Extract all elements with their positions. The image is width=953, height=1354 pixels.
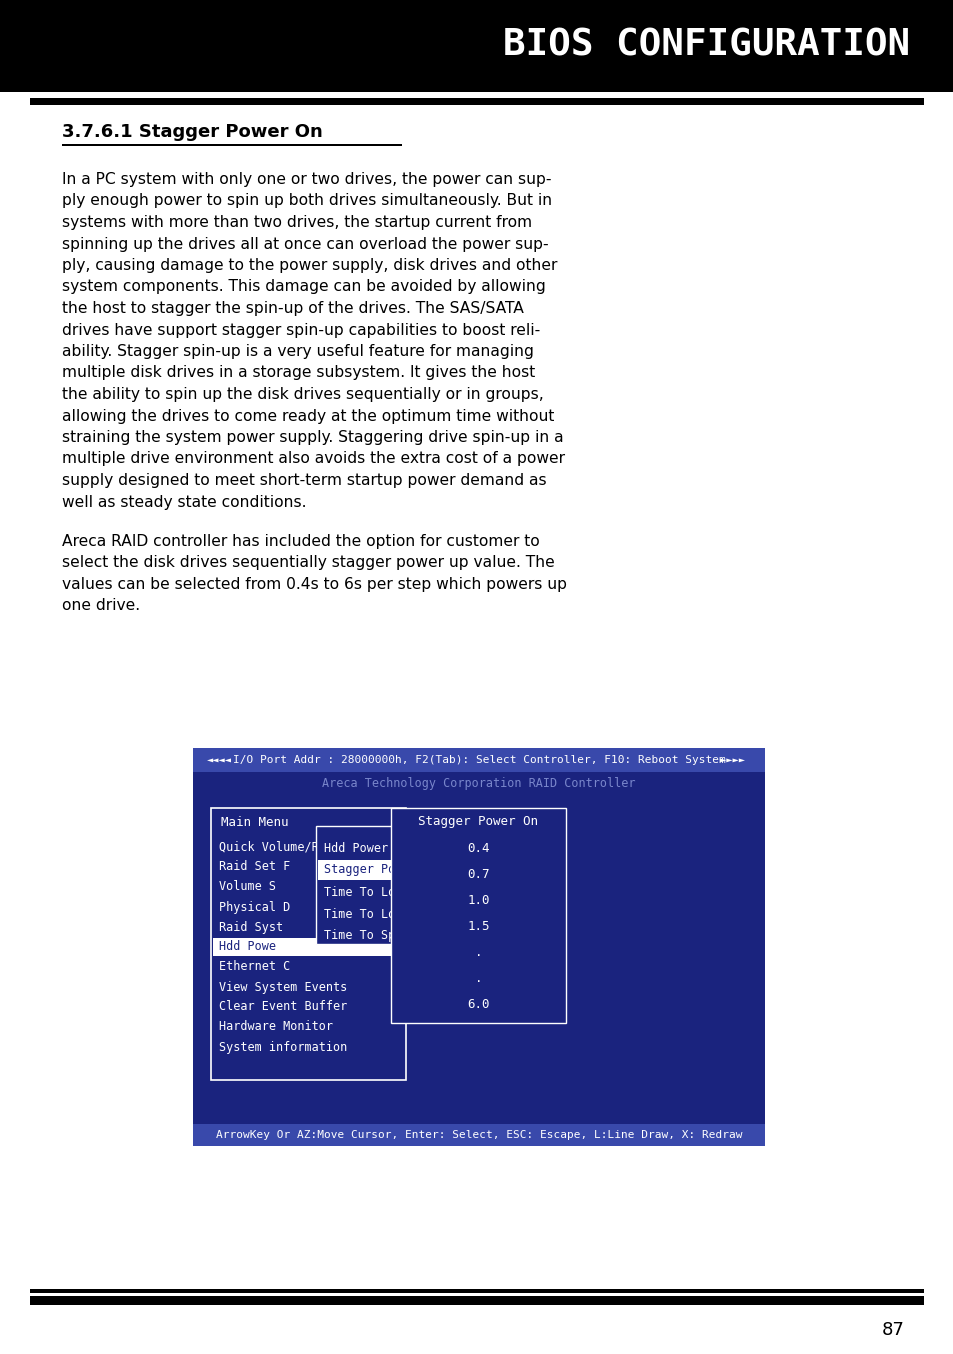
- Bar: [317, 860, 472, 880]
- Text: 87: 87: [882, 1322, 904, 1339]
- Text: Areca Technology Corporation RAID Controller: Areca Technology Corporation RAID Contro…: [322, 776, 635, 789]
- Text: drives have support stagger spin-up capabilities to boost reli-: drives have support stagger spin-up capa…: [62, 322, 539, 337]
- Text: system components. This damage can be avoided by allowing: system components. This damage can be av…: [62, 279, 545, 295]
- Bar: [193, 792, 764, 1145]
- Text: Time To Sp: Time To Sp: [324, 929, 395, 942]
- Text: the ability to spin up the disk drives sequentially or in groups,: the ability to spin up the disk drives s…: [62, 387, 543, 402]
- Text: .: .: [475, 972, 482, 984]
- Bar: [193, 772, 764, 792]
- Text: Main Menu: Main Menu: [221, 815, 288, 829]
- Text: ply, causing damage to the power supply, disk drives and other: ply, causing damage to the power supply,…: [62, 259, 557, 274]
- Bar: [30, 1289, 923, 1293]
- Text: Physical D: Physical D: [219, 900, 290, 914]
- Text: Areca RAID controller has included the option for customer to: Areca RAID controller has included the o…: [62, 533, 539, 548]
- Text: View System Events: View System Events: [219, 980, 347, 994]
- Text: Stagger Pow: Stagger Pow: [324, 864, 402, 876]
- Text: 0.4: 0.4: [467, 841, 489, 854]
- Text: Hdd Power: Hdd Power: [324, 841, 388, 854]
- Text: 1.5: 1.5: [467, 919, 489, 933]
- Text: BIOS CONFIGURATION: BIOS CONFIGURATION: [502, 28, 909, 64]
- Text: ply enough power to spin up both drives simultaneously. But in: ply enough power to spin up both drives …: [62, 194, 552, 209]
- Text: 3.7.6.1 Stagger Power On: 3.7.6.1 Stagger Power On: [62, 123, 322, 141]
- Text: In a PC system with only one or two drives, the power can sup-: In a PC system with only one or two driv…: [62, 172, 551, 187]
- Text: ability. Stagger spin-up is a very useful feature for managing: ability. Stagger spin-up is a very usefu…: [62, 344, 534, 359]
- Text: System information: System information: [219, 1040, 347, 1053]
- Text: Clear Event Buffer: Clear Event Buffer: [219, 1001, 347, 1014]
- Text: Ethernet C: Ethernet C: [219, 960, 290, 974]
- Text: supply designed to meet short-term startup power demand as: supply designed to meet short-term start…: [62, 473, 546, 487]
- Text: .: .: [475, 945, 482, 959]
- Text: spinning up the drives all at once can overload the power sup-: spinning up the drives all at once can o…: [62, 237, 548, 252]
- Bar: [0, 0, 953, 92]
- Text: ►►►►: ►►►►: [719, 756, 750, 765]
- Bar: [391, 808, 565, 1024]
- Text: Stagger Power On: Stagger Power On: [418, 815, 537, 827]
- Bar: [213, 938, 403, 956]
- Text: allowing the drives to come ready at the optimum time without: allowing the drives to come ready at the…: [62, 409, 554, 424]
- Text: Time To Lou: Time To Lou: [324, 886, 402, 899]
- Text: Hdd Powe: Hdd Powe: [219, 941, 275, 953]
- Text: straining the system power supply. Staggering drive spin-up in a: straining the system power supply. Stagg…: [62, 431, 563, 445]
- Text: well as steady state conditions.: well as steady state conditions.: [62, 494, 306, 509]
- Bar: [193, 1124, 764, 1145]
- Text: Volume S: Volume S: [219, 880, 275, 894]
- Text: systems with more than two drives, the startup current from: systems with more than two drives, the s…: [62, 215, 532, 230]
- Bar: [30, 97, 923, 106]
- Text: 0.7: 0.7: [467, 868, 489, 880]
- Text: Raid Syst: Raid Syst: [219, 921, 283, 933]
- Text: ArrowKey Or AZ:Move Cursor, Enter: Select, ESC: Escape, L:Line Draw, X: Redraw: ArrowKey Or AZ:Move Cursor, Enter: Selec…: [215, 1131, 741, 1140]
- Text: 1.0: 1.0: [467, 894, 489, 906]
- Text: Hardware Monitor: Hardware Monitor: [219, 1021, 333, 1033]
- Text: I/O Port Addr : 28000000h, F2(Tab): Select Controller, F10: Reboot System: I/O Port Addr : 28000000h, F2(Tab): Sele…: [233, 756, 724, 765]
- Text: Quick Volume/Raid Setu: Quick Volume/Raid Setu: [219, 841, 375, 853]
- Bar: [211, 808, 406, 1080]
- Text: Time To Lou: Time To Lou: [324, 907, 402, 921]
- Text: Raid Set F: Raid Set F: [219, 861, 290, 873]
- Text: multiple drive environment also avoids the extra cost of a power: multiple drive environment also avoids t…: [62, 451, 564, 467]
- Text: 6.0: 6.0: [467, 998, 489, 1010]
- Text: the host to stagger the spin-up of the drives. The SAS/SATA: the host to stagger the spin-up of the d…: [62, 301, 523, 315]
- Bar: [30, 1296, 923, 1305]
- Text: ◄◄◄◄: ◄◄◄◄: [207, 756, 232, 765]
- Text: values can be selected from 0.4s to 6s per step which powers up: values can be selected from 0.4s to 6s p…: [62, 577, 566, 592]
- Text: multiple disk drives in a storage subsystem. It gives the host: multiple disk drives in a storage subsys…: [62, 366, 535, 380]
- Bar: [62, 144, 401, 146]
- Bar: [193, 747, 764, 772]
- Bar: [315, 826, 474, 944]
- Text: select the disk drives sequentially stagger power up value. The: select the disk drives sequentially stag…: [62, 555, 554, 570]
- Text: one drive.: one drive.: [62, 598, 140, 613]
